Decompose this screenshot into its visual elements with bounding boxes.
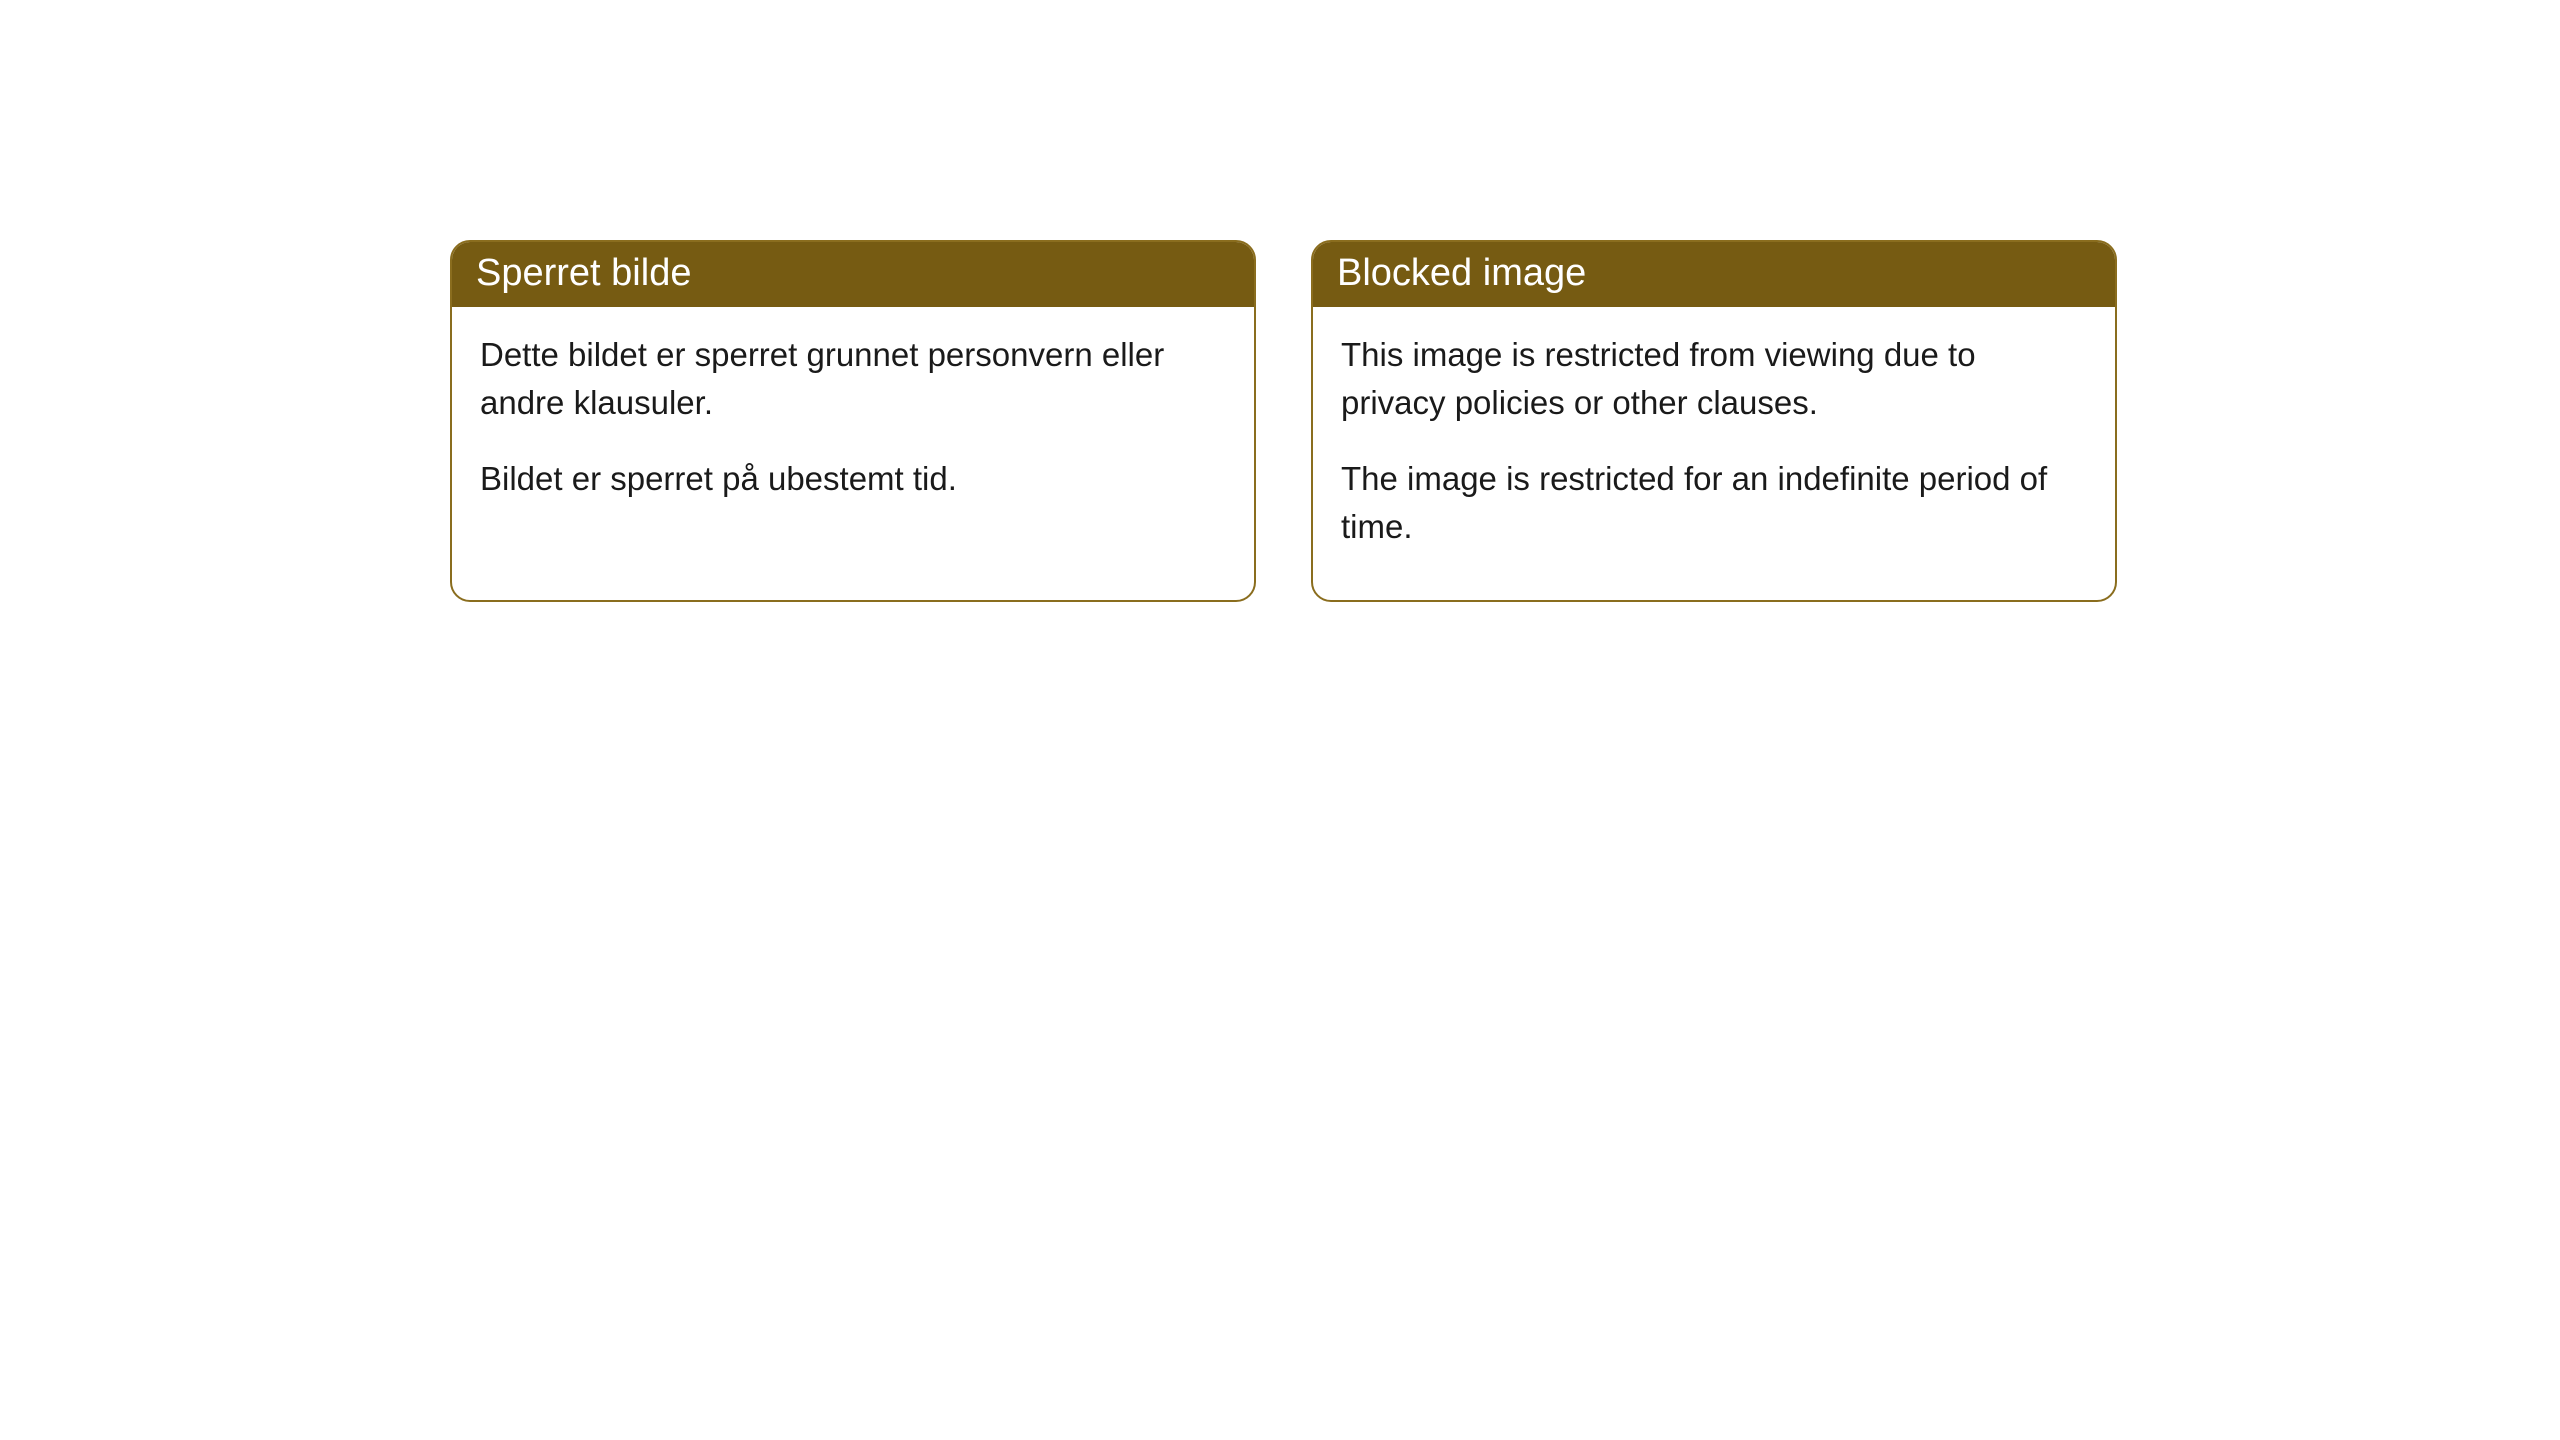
blocked-image-card-en: Blocked image This image is restricted f… xyxy=(1311,240,2117,602)
card-paragraph-no-2: Bildet er sperret på ubestemt tid. xyxy=(480,455,1226,503)
card-title-en: Blocked image xyxy=(1337,252,1586,294)
card-paragraph-en-1: This image is restricted from viewing du… xyxy=(1341,331,2087,427)
card-header-en: Blocked image xyxy=(1313,242,2115,307)
blocked-image-card-no: Sperret bilde Dette bildet er sperret gr… xyxy=(450,240,1256,602)
notice-cards-container: Sperret bilde Dette bildet er sperret gr… xyxy=(450,240,2117,602)
card-title-no: Sperret bilde xyxy=(476,252,691,294)
card-body-no: Dette bildet er sperret grunnet personve… xyxy=(452,307,1254,553)
card-body-en: This image is restricted from viewing du… xyxy=(1313,307,2115,600)
card-header-no: Sperret bilde xyxy=(452,242,1254,307)
card-paragraph-en-2: The image is restricted for an indefinit… xyxy=(1341,455,2087,551)
card-paragraph-no-1: Dette bildet er sperret grunnet personve… xyxy=(480,331,1226,427)
